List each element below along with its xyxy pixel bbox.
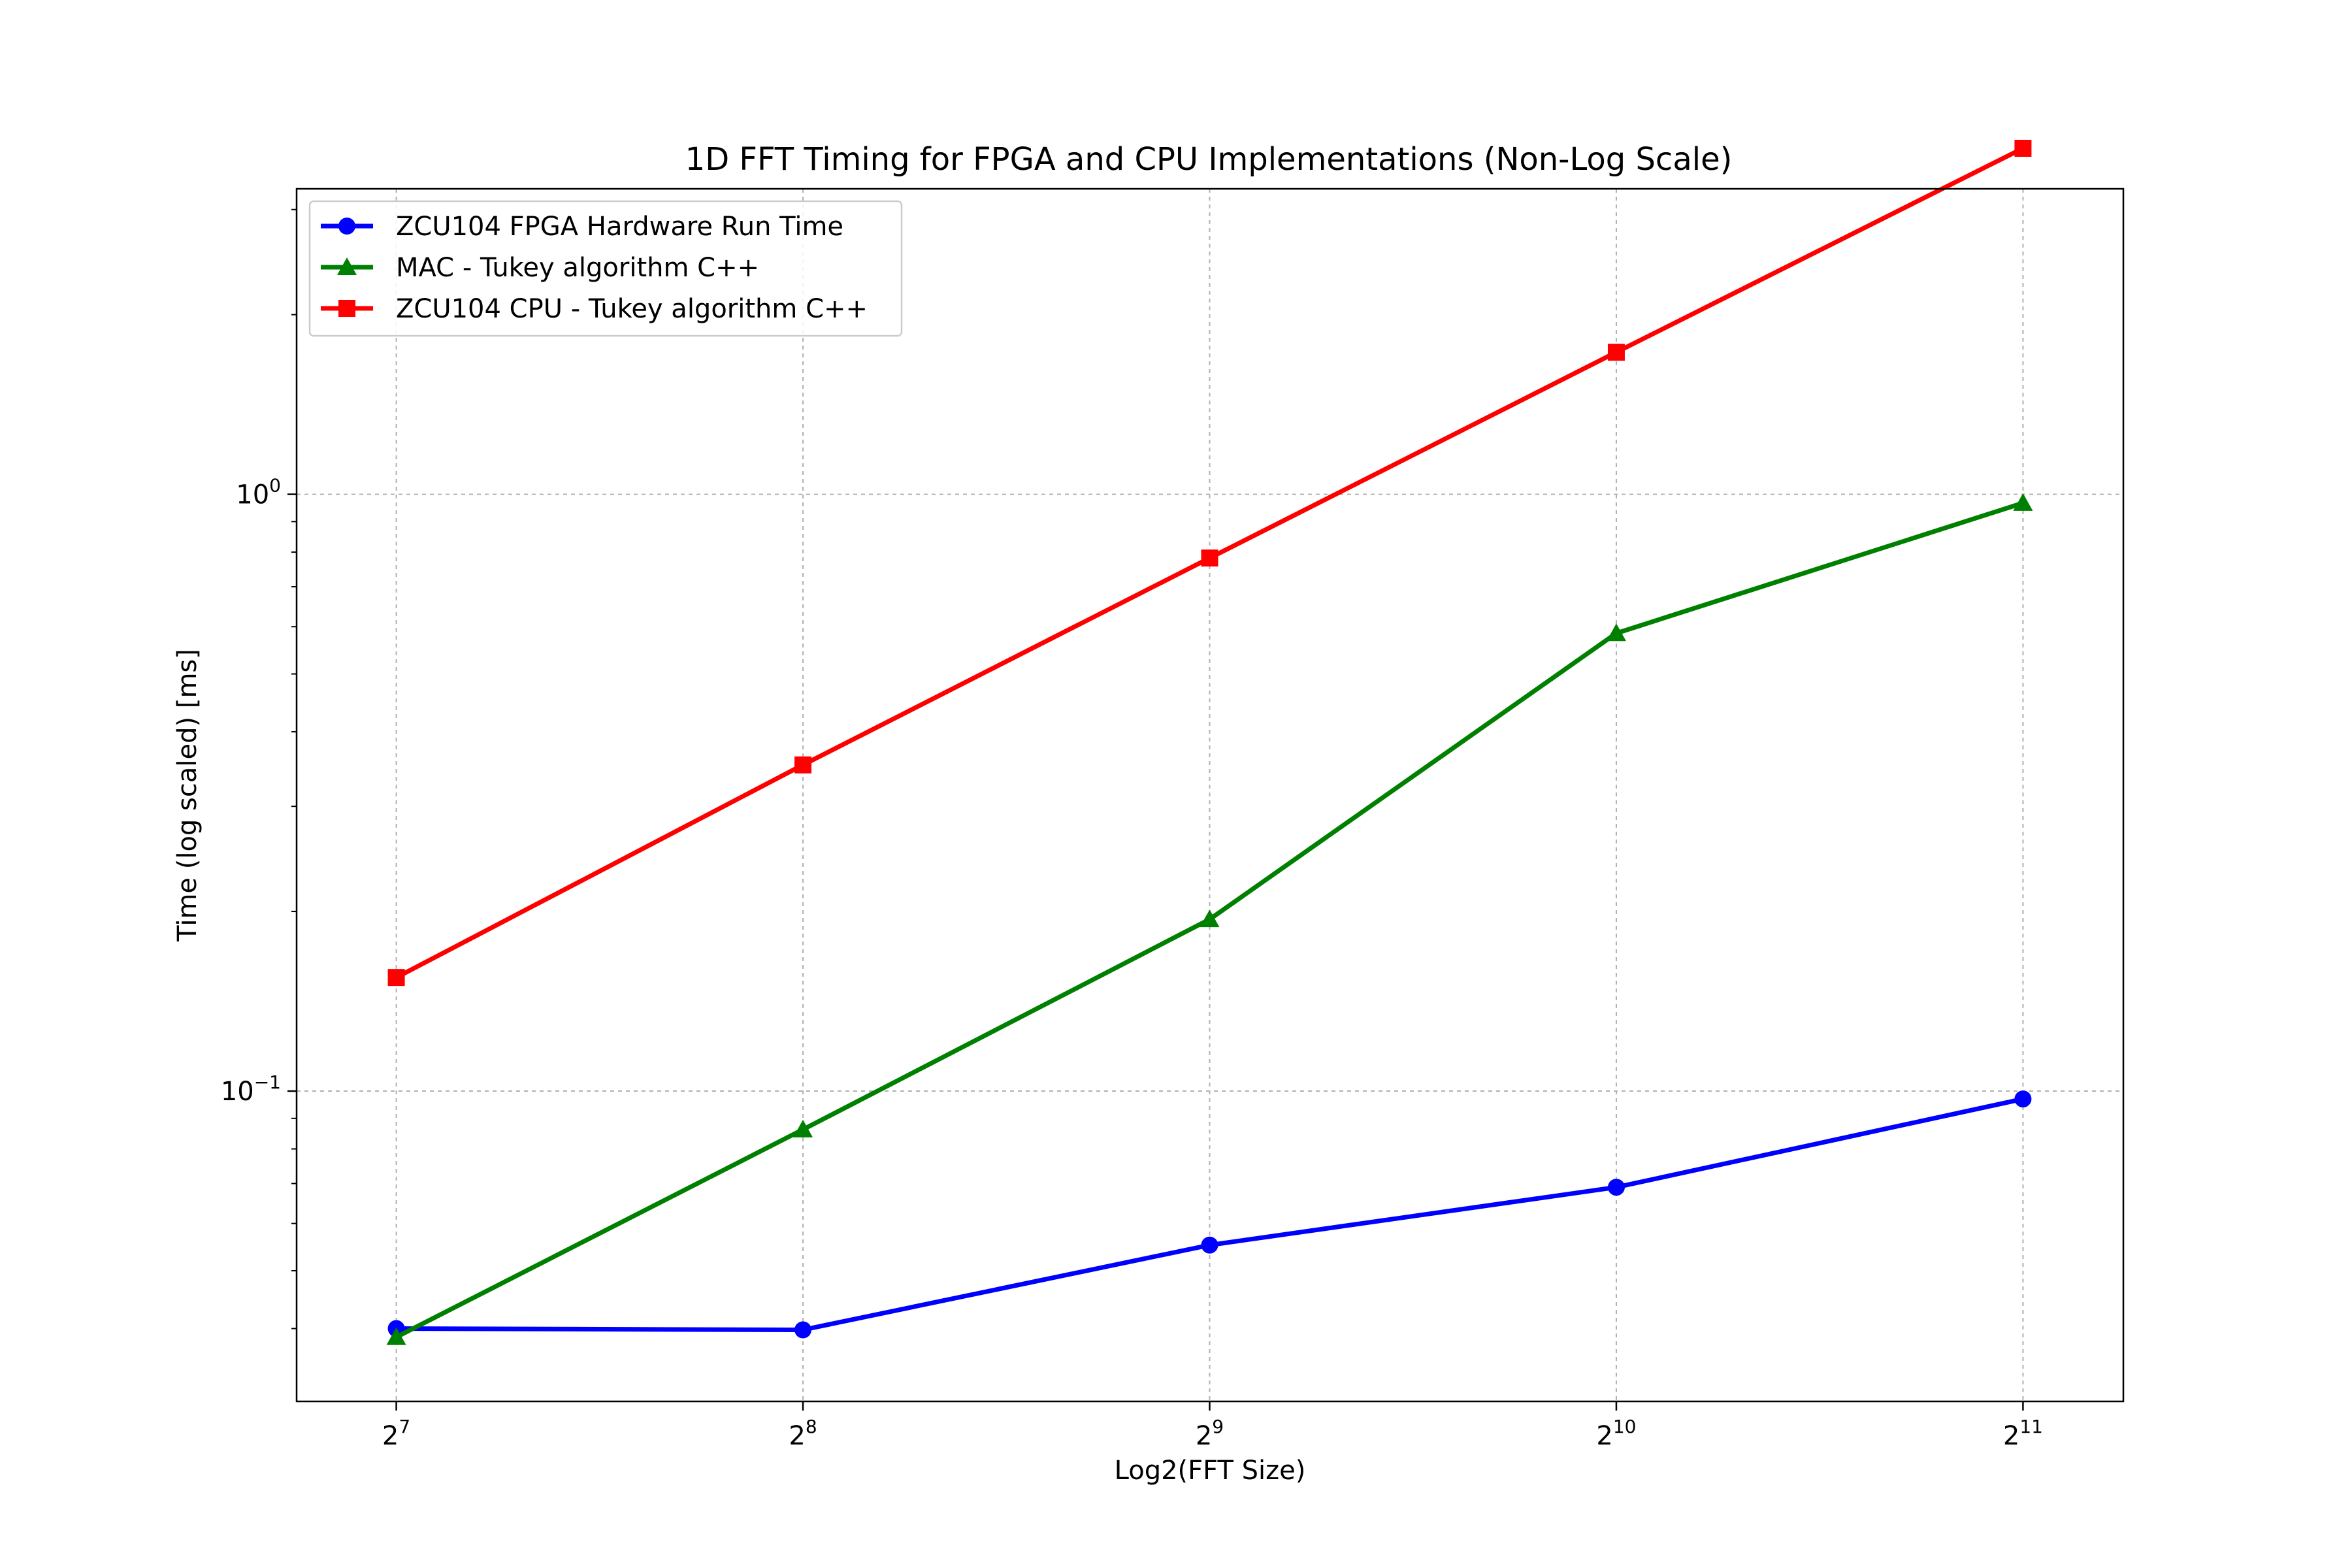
data-point [1200,909,1220,928]
data-point [794,756,812,774]
x-tick-base: 2 [2003,1421,2019,1451]
legend-swatch-marker [338,218,355,235]
x-axis: 27 28 29 210 211 [382,1401,2043,1451]
plot-frame [295,188,2125,1403]
x-axis-label: Log2(FFT Size) [1115,1456,1306,1486]
x-tick-exponent: 9 [1212,1416,1224,1437]
legend-item: ZCU104 CPU - Tukey algorithm C++ [321,294,868,324]
data-point [1201,549,1218,567]
data-point [387,969,405,987]
data-point [793,1119,813,1137]
x-tick-label: 210 [1596,1416,1636,1451]
legend-label: MAC - Tukey algorithm C++ [396,253,759,283]
y-tick-label: 10−1 [221,1071,281,1107]
legend: ZCU104 FPGA Hardware Run Time MAC - Tukey… [308,200,903,337]
y-axis-label: Time (log scaled) [ms] [172,649,203,942]
x-tick-base: 2 [789,1421,805,1451]
legend-item: ZCU104 FPGA Hardware Run Time [321,212,843,242]
legend-box [308,200,903,337]
x-tick-label: 29 [1196,1416,1224,1451]
data-point [1201,1236,1218,1254]
data-point [2014,1090,2032,1108]
x-tick-label: 27 [382,1416,410,1451]
series-3 [387,139,2032,987]
x-tick-exponent: 8 [806,1416,817,1437]
series-2 [386,493,2033,1345]
x-tick-exponent: 10 [1613,1416,1637,1437]
data-point [2014,139,2032,157]
x-tick-label: 211 [2003,1416,2043,1451]
y-tick-exponent: 0 [269,475,281,497]
chart-title: 1D FFT Timing for FPGA and CPU Implement… [685,141,1733,178]
data-point [1607,344,1625,361]
series-layer [386,139,2033,1345]
y-tick-label: 100 [236,475,281,510]
x-tick-base: 2 [1196,1421,1212,1451]
legend-label: ZCU104 FPGA Hardware Run Time [396,212,843,242]
x-tick-exponent: 11 [2019,1416,2043,1437]
x-tick-base: 2 [1596,1421,1612,1451]
y-tick-base: 10 [221,1077,254,1107]
legend-item: MAC - Tukey algorithm C++ [321,253,759,283]
y-tick-base: 10 [236,480,269,510]
grid [297,189,2123,1401]
legend-swatch-marker [338,300,355,317]
data-point [794,1321,812,1339]
legend-label: ZCU104 CPU - Tukey algorithm C++ [396,294,868,324]
legend-swatch-marker [337,257,357,275]
data-point [386,1327,406,1345]
data-point [1606,623,1626,642]
x-tick-base: 2 [382,1421,399,1451]
x-tick-exponent: 7 [399,1416,410,1437]
x-tick-label: 28 [789,1416,817,1451]
data-point [1607,1179,1625,1196]
y-tick-exponent: −1 [254,1071,281,1093]
data-point [2013,493,2033,511]
